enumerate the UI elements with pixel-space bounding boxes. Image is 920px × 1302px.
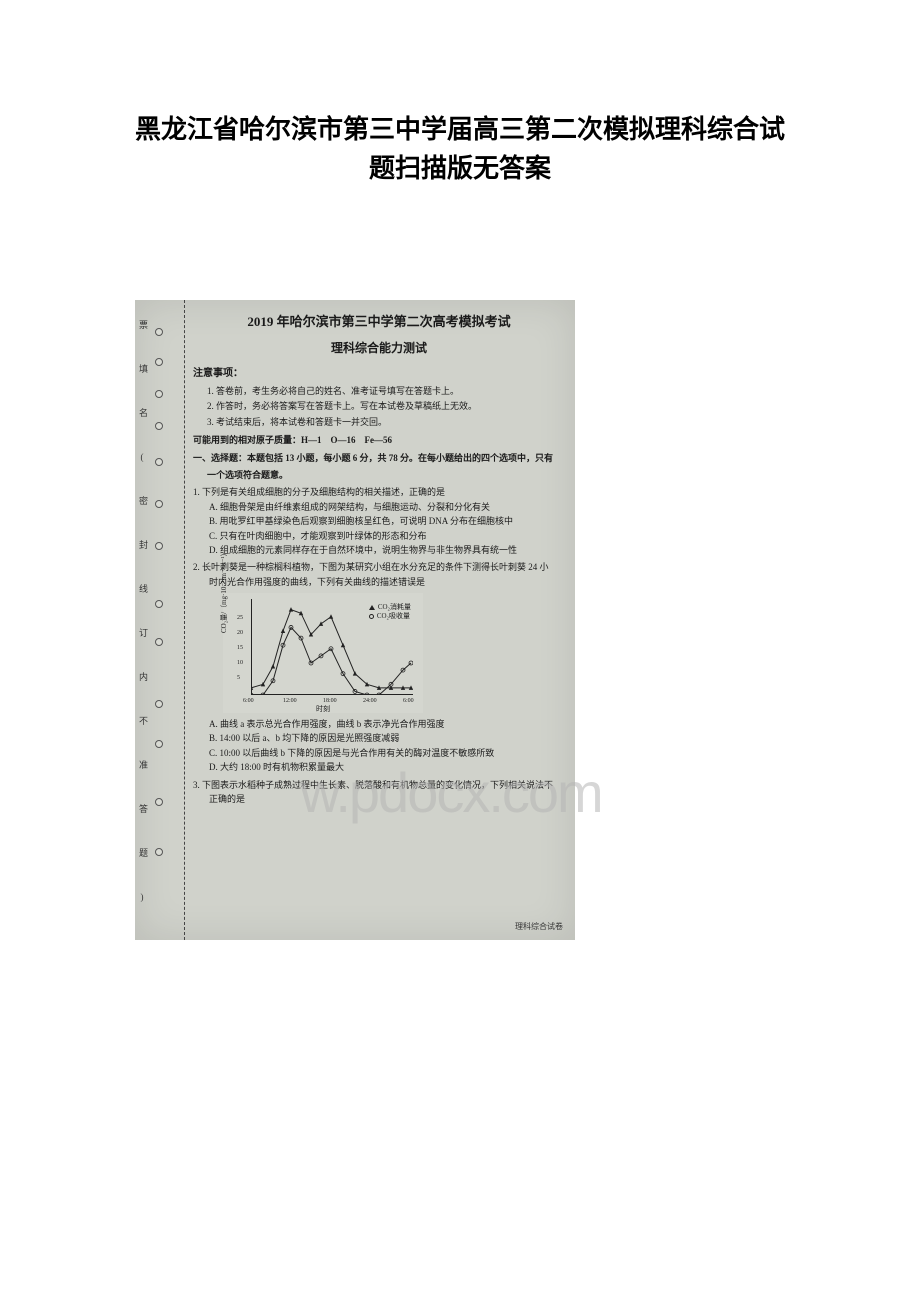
x-tick: 18:00 <box>323 697 337 707</box>
scanned-exam-page: 票填名 ( 密封线订内不准答题) 2019 年哈尔滨市第三中学第二次高考模拟考试 理… <box>135 300 575 940</box>
binding-hole <box>155 740 163 748</box>
y-tick: 5 <box>237 674 240 684</box>
q2-c: C. 10:00 以后曲线 b 下降的原因是与光合作用有关的酶对温度不敏感所致 <box>193 746 565 760</box>
binding-label: 订 <box>137 628 150 637</box>
binding-hole <box>155 848 163 856</box>
binding-hole <box>155 500 163 508</box>
binding-hole <box>155 638 163 646</box>
y-tick: 25 <box>237 614 243 624</box>
binding-hole <box>155 422 163 430</box>
q2-d: D. 大约 18:00 时有机物积累量最大 <box>193 760 565 774</box>
q3-stem-2: 正确的是 <box>193 792 565 806</box>
q2-b: B. 14:00 以后 a、b 均下降的原因是光照强度减弱 <box>193 731 565 745</box>
x-tick: 12:00 <box>283 697 297 707</box>
binding-hole <box>155 542 163 550</box>
q2-stem-2: 时内光合作用强度的曲线，下列有关曲线的描述错误是 <box>193 575 565 589</box>
binding-margin: 票填名 ( 密封线订内不准答题) <box>135 300 185 940</box>
binding-label: 密 <box>137 496 150 505</box>
atomic-mass: 可能用到的相对原子质量：H—1 O—16 Fe—56 <box>193 433 565 447</box>
binding-label: 票 <box>137 320 150 329</box>
x-tick: 6:00 <box>403 697 414 707</box>
q3-stem-1: 3. 下图表示水稻种子成熟过程中生长素、脱落酸和有机物总量的变化情况，下列相关说… <box>193 778 565 792</box>
notice-3: 3. 考试结束后，将本试卷和答题卡一并交回。 <box>193 415 565 429</box>
binding-label: 不 <box>137 716 150 725</box>
page-footer: 理科综合试卷 <box>515 921 563 932</box>
y-tick: 15 <box>237 644 243 654</box>
binding-label: 封 <box>137 540 150 549</box>
binding-label: 名 <box>137 408 150 417</box>
q1-b: B. 用吡罗红甲基绿染色后观察到细胞核呈红色，可说明 DNA 分布在细胞核中 <box>193 514 565 528</box>
y-tick: 10 <box>237 659 243 669</box>
exam-content: 2019 年哈尔滨市第三中学第二次高考模拟考试 理科综合能力测试 注意事项： 1… <box>193 312 565 806</box>
q1-a: A. 细胞骨架是由纤维素组成的网架结构，与细胞运动、分裂和分化有关 <box>193 500 565 514</box>
q2-chart: CO₂量/（mg·10⁻²·m⁻²·s⁻¹） 时刻 CO₂消耗量 CO₂吸收量 … <box>223 593 423 713</box>
q1-stem: 1. 下列是有关组成细胞的分子及细胞结构的相关描述，正确的是 <box>193 485 565 499</box>
notice-1: 1. 答卷前，考生务必将自己的姓名、准考证号填写在答题卡上。 <box>193 384 565 398</box>
binding-hole <box>155 798 163 806</box>
title-line-1: 黑龙江省哈尔滨市第三中学届高三第二次模拟理科综合试 <box>135 115 785 144</box>
title-line-2: 题扫描版无答案 <box>369 154 551 183</box>
binding-hole <box>155 700 163 708</box>
section-1-cont: 一个选项符合题意。 <box>193 468 565 482</box>
x-tick: 24:00 <box>363 697 377 707</box>
q2-stem-1: 2. 长叶刺葵是一种棕榈科植物，下图为某研究小组在水分充足的条件下测得长叶刺葵 … <box>193 560 565 574</box>
binding-hole <box>155 358 163 366</box>
binding-hole <box>155 328 163 336</box>
binding-label: 题 <box>137 848 150 857</box>
chart-y-label: CO₂量/（mg·10⁻²·m⁻²·s⁻¹） <box>219 549 230 633</box>
notice-label: 注意事项： <box>193 366 565 382</box>
binding-label: 答 <box>137 804 150 813</box>
q2-a: A. 曲线 a 表示总光合作用强度，曲线 b 表示净光合作用强度 <box>193 717 565 731</box>
binding-label: 内 <box>137 672 150 681</box>
chart-lines <box>251 599 413 695</box>
binding-hole <box>155 458 163 466</box>
binding-label: 线 <box>137 584 150 593</box>
q1-d: D. 组成细胞的元素同样存在于自然环境中，说明生物界与非生物界具有统一性 <box>193 543 565 557</box>
binding-hole <box>155 600 163 608</box>
binding-label: ) <box>137 892 147 902</box>
y-tick: 20 <box>237 629 243 639</box>
document-title: 黑龙江省哈尔滨市第三中学届高三第二次模拟理科综合试 题扫描版无答案 <box>0 0 920 188</box>
notice-2: 2. 作答时，务必将答案写在答题卡上。写在本试卷及草稿纸上无效。 <box>193 399 565 413</box>
section-1: 一、选择题：本题包括 13 小题，每小题 6 分，共 78 分。在每小题给出的四… <box>193 451 565 465</box>
binding-label: 准 <box>137 760 150 769</box>
q1-c: C. 只有在叶肉细胞中，才能观察到叶绿体的形态和分布 <box>193 529 565 543</box>
exam-header: 2019 年哈尔滨市第三中学第二次高考模拟考试 <box>193 312 565 333</box>
binding-label: 填 <box>137 364 150 373</box>
binding-label: ( <box>137 452 147 462</box>
x-tick: 6:00 <box>243 697 254 707</box>
exam-subtitle: 理科综合能力测试 <box>193 339 565 358</box>
binding-hole <box>155 390 163 398</box>
